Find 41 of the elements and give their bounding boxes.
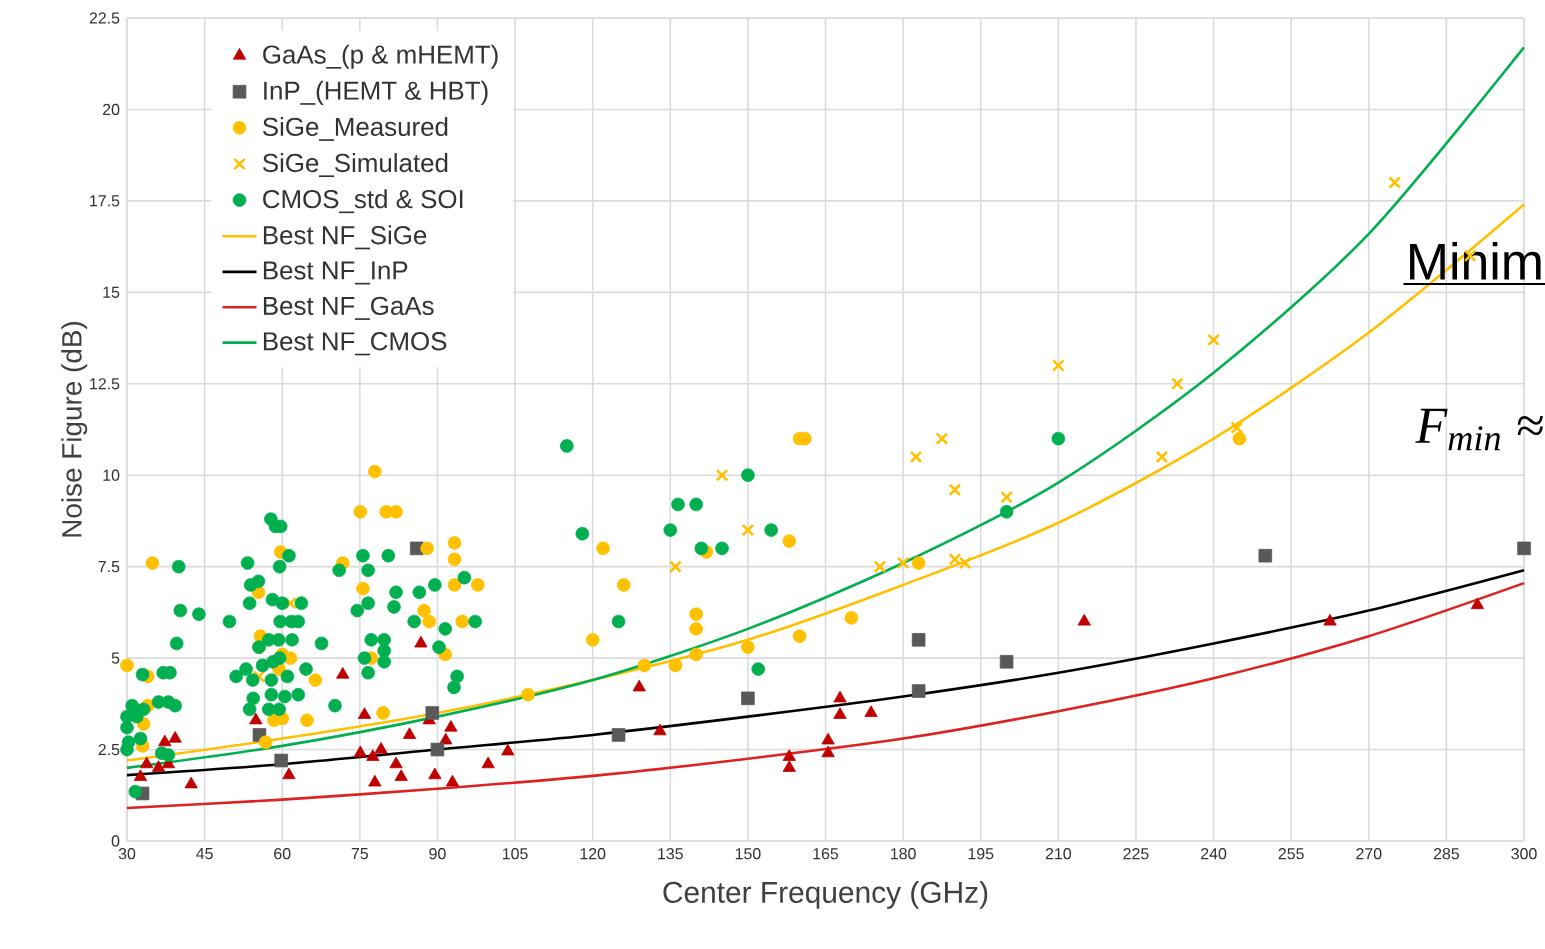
x-tick-label: 105: [502, 848, 528, 860]
legend-label: CMOS_std & SOI: [263, 189, 463, 214]
x-tick-label: 165: [813, 848, 839, 860]
x-tick-label: 195: [968, 848, 994, 860]
x-tick-label: 135: [658, 848, 683, 860]
legend-label: InP_(HEMT & HBT): [264, 80, 488, 105]
legend-label: Best NF_InP: [263, 261, 408, 285]
x-tick-label: 75: [351, 848, 369, 860]
y-tick-label: 12.5: [90, 378, 120, 390]
y-tick-label: 10: [103, 469, 120, 481]
legend-label: SiGe_Simulated: [263, 153, 448, 178]
y-tick-label: 2.5: [98, 743, 120, 756]
legend-label: Best NF_CMOS: [263, 332, 447, 356]
x-tick-label: 300: [1511, 848, 1537, 860]
legend-label: SiGe_Measured: [263, 116, 448, 141]
x-tick-label: 210: [1045, 848, 1072, 860]
x-tick-label: 150: [735, 848, 761, 860]
annotation: F$_{min}$ ≈: [1415, 408, 1543, 451]
x-axis-title: Center Frequency (GHz): [663, 881, 988, 909]
y-tick-label: 22.5: [89, 12, 120, 24]
y-tick-label: 0: [111, 835, 120, 847]
x-tick-label: 285: [1433, 848, 1460, 860]
y-tick-label: 20: [103, 103, 120, 116]
y-tick-label: 17.5: [90, 195, 120, 207]
x-tick-label: 270: [1356, 848, 1382, 860]
x-tick-label: 120: [580, 848, 606, 860]
x-tick-label: 45: [196, 848, 213, 860]
legend-label: GaAs_(p & mHEMT): [263, 44, 498, 69]
legend-label: Best NF_SiGe: [263, 225, 427, 250]
y-tick-label: 7.5: [98, 561, 120, 573]
y-tick-label: 15: [103, 286, 120, 298]
x-tick-label: 255: [1278, 848, 1304, 860]
x-tick-label: 225: [1123, 848, 1149, 860]
x-tick-label: 240: [1201, 848, 1227, 860]
y-axis-title: Noise Figure (dB): [61, 321, 88, 537]
y-tick-label: 5: [111, 652, 120, 664]
x-tick-label: 60: [274, 848, 291, 860]
x-tick-label: 90: [429, 848, 446, 860]
x-tick-label: 180: [891, 848, 916, 860]
legend-label: Best NF_GaAs: [263, 296, 434, 320]
x-tick-label: 30: [118, 848, 136, 860]
